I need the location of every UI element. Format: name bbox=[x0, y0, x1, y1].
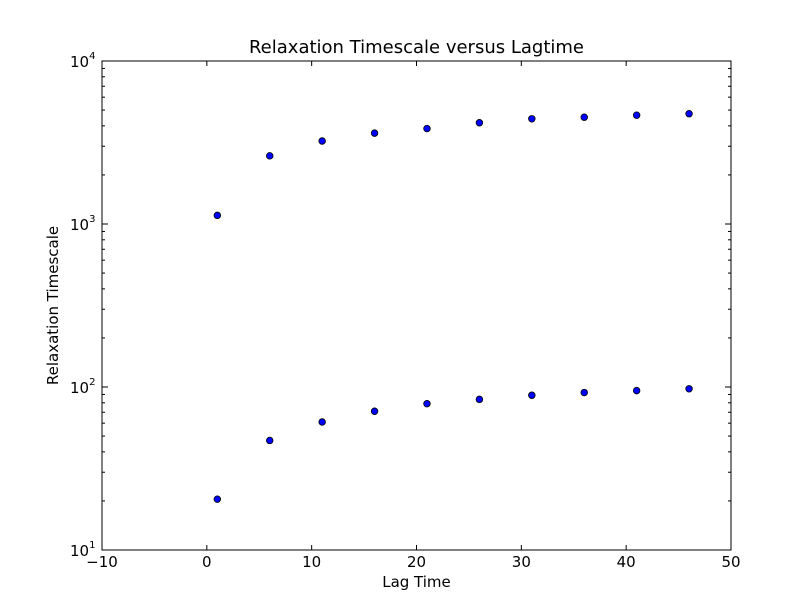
y-tick-label: 103 bbox=[70, 214, 95, 234]
plot-frame bbox=[101, 60, 732, 551]
x-axis-title: Lag Time bbox=[382, 573, 451, 591]
x-tick-label: −10 bbox=[86, 553, 118, 571]
data-point bbox=[632, 386, 641, 395]
data-point bbox=[318, 137, 326, 145]
data-point bbox=[266, 436, 274, 445]
plot-area: −10 0 10 20 30 40 50 101 102 103 104 bbox=[70, 51, 741, 571]
data-point bbox=[685, 109, 693, 118]
data-point bbox=[475, 119, 484, 127]
data-point bbox=[213, 211, 222, 220]
data-point bbox=[528, 115, 536, 123]
data-point bbox=[580, 388, 588, 397]
data-point bbox=[266, 152, 274, 160]
y-tick-label: 104 bbox=[70, 51, 95, 71]
data-point bbox=[318, 418, 326, 426]
data-point bbox=[580, 113, 588, 121]
data-point bbox=[423, 124, 431, 133]
x-tick-label: 0 bbox=[202, 553, 212, 571]
y-tick-label: 102 bbox=[70, 377, 95, 397]
data-point bbox=[370, 407, 379, 415]
x-tick-label: 30 bbox=[512, 553, 531, 571]
x-tick-label: 40 bbox=[617, 553, 636, 571]
chart-title: Relaxation Timescale versus Lagtime bbox=[249, 37, 584, 58]
y-axis-title: Relaxation Timescale bbox=[44, 226, 62, 385]
data-point bbox=[213, 495, 222, 503]
data-point bbox=[632, 111, 641, 119]
data-point bbox=[475, 395, 484, 404]
y-tick-label: 101 bbox=[70, 540, 95, 560]
x-tick-label: 20 bbox=[407, 553, 426, 571]
data-point bbox=[423, 399, 431, 408]
x-tick-label: 50 bbox=[721, 553, 740, 571]
data-point bbox=[528, 391, 536, 399]
data-point bbox=[685, 385, 693, 393]
data-point bbox=[370, 129, 379, 137]
x-tick-label: 10 bbox=[302, 553, 321, 571]
